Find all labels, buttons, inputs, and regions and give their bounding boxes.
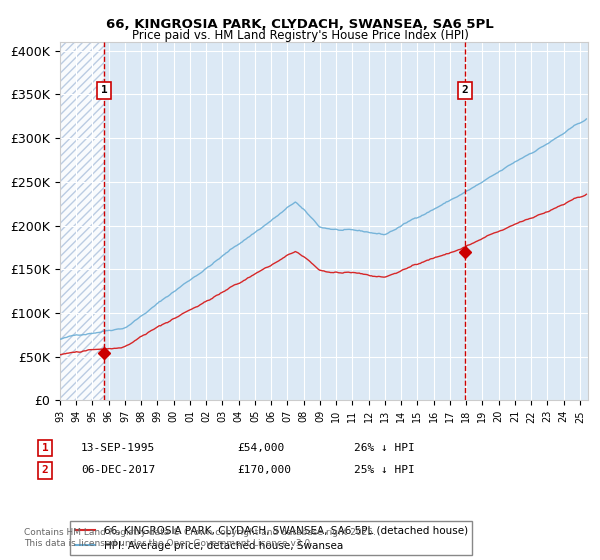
Text: £170,000: £170,000 — [237, 465, 291, 475]
Text: Price paid vs. HM Land Registry's House Price Index (HPI): Price paid vs. HM Land Registry's House … — [131, 29, 469, 42]
Text: 2: 2 — [461, 85, 468, 95]
Text: 2: 2 — [41, 465, 49, 475]
Text: 1: 1 — [101, 85, 107, 95]
Text: 25% ↓ HPI: 25% ↓ HPI — [354, 465, 415, 475]
Text: £54,000: £54,000 — [237, 443, 284, 453]
Text: 1: 1 — [41, 443, 49, 453]
Text: Contains HM Land Registry data © Crown copyright and database right 2025.
This d: Contains HM Land Registry data © Crown c… — [24, 528, 376, 548]
Text: 66, KINGROSIA PARK, CLYDACH, SWANSEA, SA6 5PL: 66, KINGROSIA PARK, CLYDACH, SWANSEA, SA… — [106, 18, 494, 31]
Legend: 66, KINGROSIA PARK, CLYDACH, SWANSEA, SA6 5PL (detached house), HPI: Average pri: 66, KINGROSIA PARK, CLYDACH, SWANSEA, SA… — [70, 521, 472, 554]
Text: 13-SEP-1995: 13-SEP-1995 — [81, 443, 155, 453]
Text: 06-DEC-2017: 06-DEC-2017 — [81, 465, 155, 475]
Text: 26% ↓ HPI: 26% ↓ HPI — [354, 443, 415, 453]
